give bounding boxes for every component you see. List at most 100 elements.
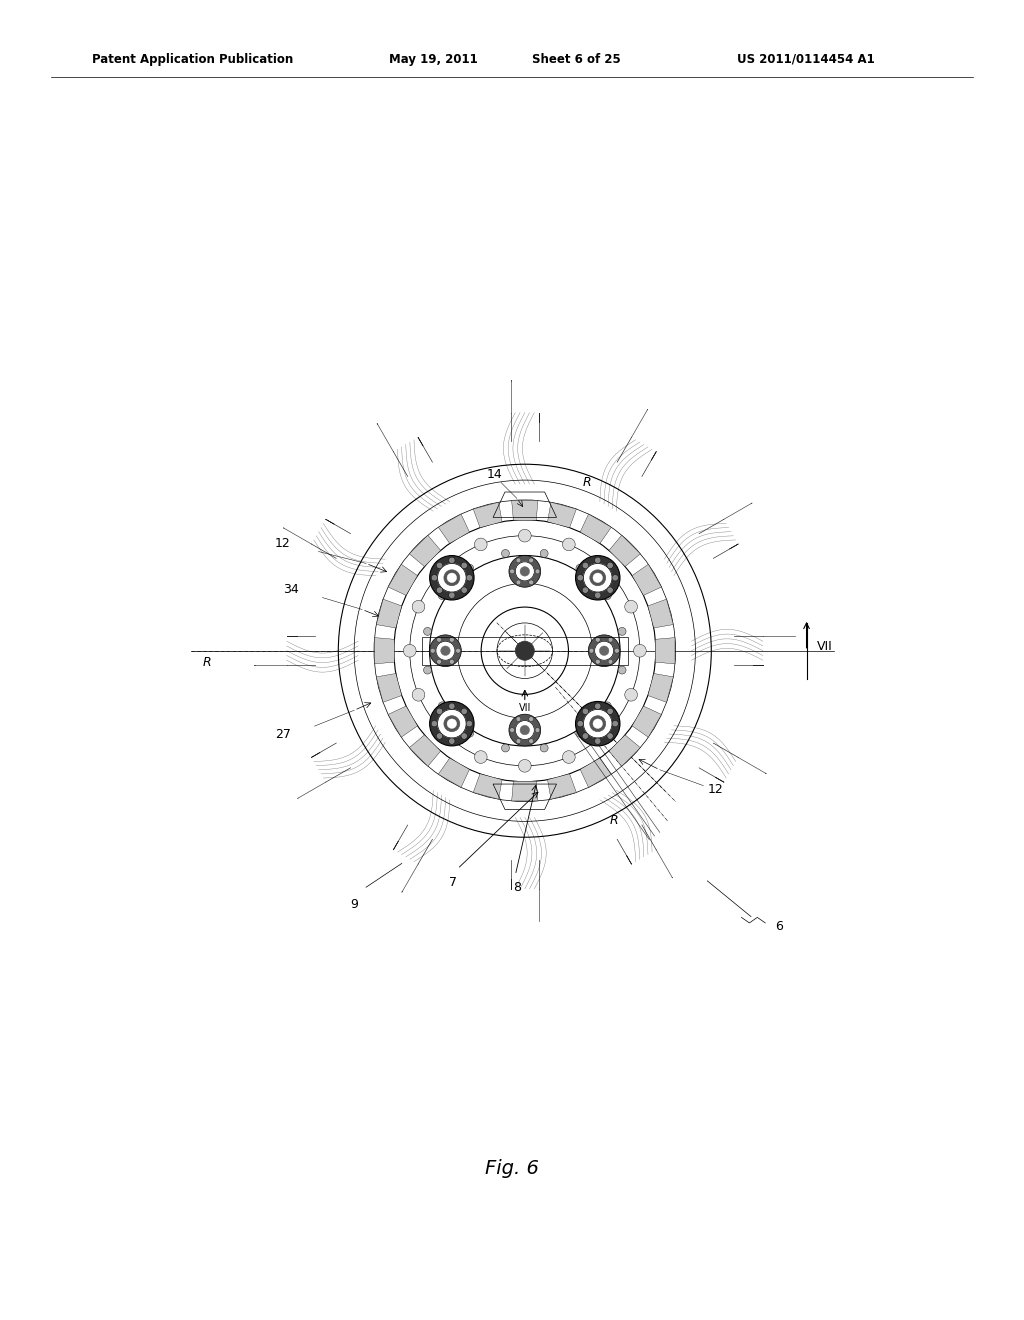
Circle shape <box>536 569 540 574</box>
Polygon shape <box>512 500 538 520</box>
Circle shape <box>603 702 611 710</box>
Circle shape <box>444 715 460 731</box>
Circle shape <box>502 549 509 557</box>
Circle shape <box>608 638 613 642</box>
Text: May 19, 2011: May 19, 2011 <box>389 53 478 66</box>
Circle shape <box>430 648 435 653</box>
Circle shape <box>403 644 416 657</box>
Circle shape <box>625 689 638 701</box>
Circle shape <box>466 729 474 737</box>
Circle shape <box>431 721 437 727</box>
Circle shape <box>595 738 601 744</box>
Circle shape <box>509 714 541 746</box>
Circle shape <box>474 539 487 550</box>
Circle shape <box>440 645 451 656</box>
Text: R: R <box>583 477 591 488</box>
Polygon shape <box>609 535 640 566</box>
Circle shape <box>450 660 455 664</box>
Circle shape <box>578 574 584 581</box>
Circle shape <box>528 717 534 722</box>
Circle shape <box>518 759 531 772</box>
Circle shape <box>510 569 514 574</box>
Polygon shape <box>410 735 440 766</box>
Circle shape <box>461 708 467 714</box>
Circle shape <box>583 587 589 593</box>
Circle shape <box>608 660 613 664</box>
Circle shape <box>449 557 455 564</box>
Circle shape <box>474 751 487 763</box>
Circle shape <box>466 721 472 727</box>
Polygon shape <box>648 673 674 702</box>
Circle shape <box>516 739 521 743</box>
Bar <box>422 636 628 664</box>
Circle shape <box>437 726 450 738</box>
Polygon shape <box>548 774 577 799</box>
Polygon shape <box>438 513 469 544</box>
Circle shape <box>516 558 521 562</box>
Circle shape <box>449 704 455 709</box>
Circle shape <box>614 648 620 653</box>
Circle shape <box>412 689 425 701</box>
Polygon shape <box>376 673 401 702</box>
Polygon shape <box>512 781 538 801</box>
Circle shape <box>456 648 461 653</box>
Circle shape <box>461 733 467 739</box>
Polygon shape <box>388 564 418 595</box>
Polygon shape <box>388 706 418 737</box>
Circle shape <box>412 601 425 612</box>
Circle shape <box>461 587 467 593</box>
Circle shape <box>502 744 509 752</box>
Circle shape <box>515 642 535 660</box>
Circle shape <box>607 733 613 739</box>
Circle shape <box>575 564 584 572</box>
Circle shape <box>595 593 601 598</box>
Circle shape <box>593 573 602 582</box>
Text: US 2011/0114454 A1: US 2011/0114454 A1 <box>737 53 876 66</box>
Circle shape <box>595 642 613 660</box>
Text: 12: 12 <box>708 783 723 796</box>
Circle shape <box>595 660 600 664</box>
Text: VII: VII <box>817 640 833 653</box>
Circle shape <box>438 702 446 710</box>
Circle shape <box>431 574 437 581</box>
Circle shape <box>436 660 441 664</box>
Text: R: R <box>609 814 618 828</box>
Circle shape <box>562 751 575 763</box>
Circle shape <box>607 587 613 593</box>
Circle shape <box>583 708 589 714</box>
Circle shape <box>450 638 455 642</box>
Circle shape <box>430 701 474 746</box>
Circle shape <box>595 704 601 709</box>
Circle shape <box>520 725 529 735</box>
Circle shape <box>520 566 529 576</box>
Circle shape <box>528 739 534 743</box>
Circle shape <box>430 635 462 667</box>
Text: 9: 9 <box>350 898 358 911</box>
Circle shape <box>436 638 441 642</box>
Polygon shape <box>548 502 577 528</box>
Circle shape <box>583 562 589 569</box>
Circle shape <box>590 570 605 586</box>
Polygon shape <box>375 638 394 664</box>
Circle shape <box>436 587 442 593</box>
Circle shape <box>438 591 446 599</box>
Circle shape <box>589 648 594 653</box>
Circle shape <box>595 557 601 564</box>
Circle shape <box>599 645 609 656</box>
Polygon shape <box>632 564 662 595</box>
Text: 34: 34 <box>283 583 299 597</box>
Circle shape <box>515 562 535 581</box>
Circle shape <box>449 738 455 744</box>
Circle shape <box>528 558 534 562</box>
Circle shape <box>466 574 472 581</box>
Circle shape <box>575 701 620 746</box>
Circle shape <box>437 709 466 738</box>
Circle shape <box>424 667 431 675</box>
Circle shape <box>466 564 474 572</box>
Circle shape <box>518 529 531 543</box>
Polygon shape <box>581 758 611 788</box>
Text: Sheet 6 of 25: Sheet 6 of 25 <box>532 53 622 66</box>
Circle shape <box>449 593 455 598</box>
Polygon shape <box>581 513 611 544</box>
Circle shape <box>562 539 575 550</box>
